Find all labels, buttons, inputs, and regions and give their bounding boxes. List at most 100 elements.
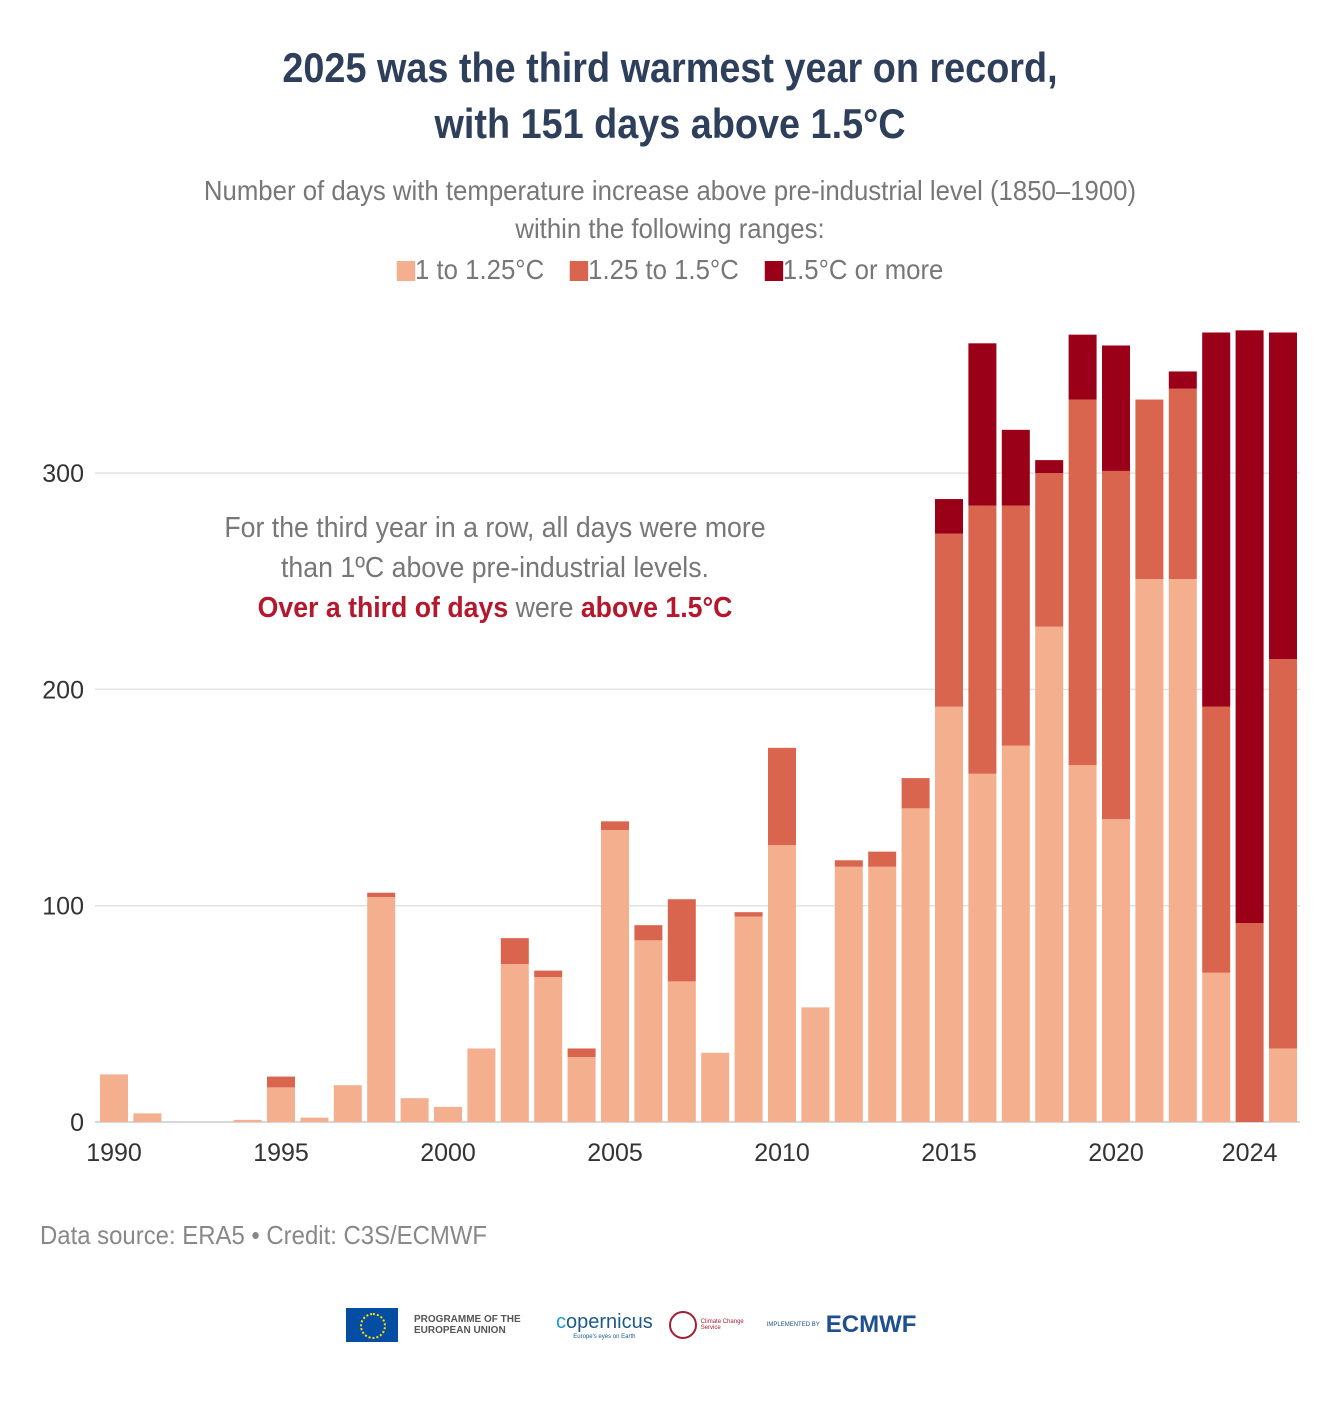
bar-segment — [534, 970, 563, 978]
bar-segment — [1202, 972, 1231, 1122]
bar-segment — [1168, 579, 1197, 1122]
bar-segment — [1068, 334, 1097, 400]
bar-segment — [1068, 399, 1097, 766]
bar-segment — [935, 706, 963, 1122]
bar-segment — [1269, 1048, 1297, 1122]
annotation-text: were — [508, 592, 581, 624]
bar-segment — [1102, 345, 1130, 471]
y-tick-label: 0 — [70, 1109, 84, 1137]
copernicus-tagline: Europe's eyes on Earth — [573, 1333, 636, 1340]
subtitle-line-1: Number of days with temperature increase… — [203, 175, 1137, 206]
bar-segment — [1001, 505, 1030, 746]
bar-segment — [1035, 626, 1064, 1122]
bar-segment — [567, 1048, 596, 1058]
y-tick-label: 100 — [42, 893, 84, 921]
chart-title: 2025 was the third warmest year on recor… — [67, 40, 1273, 152]
bar-segment — [935, 533, 963, 707]
bar-segment — [734, 912, 763, 917]
bar-segment — [1102, 470, 1130, 820]
chart-subtitle: Number of days with temperature increase… — [54, 172, 1287, 248]
bar-segment — [233, 1119, 262, 1122]
bar-segment — [1068, 765, 1097, 1122]
bar-segment — [667, 981, 696, 1122]
legend-swatch — [569, 261, 589, 281]
bar-segment — [1102, 819, 1130, 1122]
bar-segment — [968, 505, 997, 774]
bar-segment — [500, 938, 529, 965]
x-tick-label: 2000 — [420, 1139, 476, 1167]
bar-segment — [1035, 460, 1064, 474]
bar-segment — [667, 899, 696, 982]
bar-segment — [434, 1106, 462, 1122]
bar-segment — [534, 977, 563, 1122]
x-tick-label: 2024 — [1222, 1139, 1278, 1167]
bar-segment — [701, 1052, 730, 1122]
bar-segment — [1001, 429, 1030, 506]
annotation-line-3: Over a third of days were above 1.5°C — [168, 588, 821, 628]
bar-segment — [1035, 473, 1064, 627]
bar-segment — [1202, 332, 1231, 707]
implemented-by-label: IMPLEMENTED BY — [766, 1322, 820, 1328]
legend: 1 to 1.25°C 1.25 to 1.5°C 1.5°C or more — [54, 254, 1287, 286]
title-line-1: 2025 was the third warmest year on recor… — [282, 44, 1058, 91]
bar-segment — [968, 773, 997, 1122]
bar-segment — [1269, 659, 1297, 1049]
bar-segment — [367, 897, 396, 1122]
x-tick-label: 2020 — [1088, 1139, 1144, 1167]
bar-segment — [901, 808, 930, 1122]
bar-segment — [734, 916, 763, 1122]
bar-segment — [1135, 399, 1164, 580]
annotation-highlight: Over a third of days — [257, 592, 509, 624]
legend-label: 1.25 to 1.5°C — [588, 254, 739, 285]
x-tick-label: 2015 — [921, 1139, 977, 1167]
bar-segment — [901, 778, 930, 809]
bar-segment — [400, 1098, 429, 1122]
bar-segment — [133, 1113, 162, 1122]
legend-item: 1.25 to 1.5°C — [569, 254, 739, 285]
bar-segment — [1235, 923, 1264, 1122]
legend-swatch — [764, 261, 783, 281]
eu-flag-logo — [346, 1308, 398, 1342]
legend-label: 1 to 1.25°C — [415, 254, 545, 285]
bar-segment — [567, 1057, 596, 1122]
logo-bar: PROGRAMME OF THE EUROPEAN UNION copernic… — [346, 1300, 1006, 1350]
c3s-logo: Climate Change Service — [668, 1311, 751, 1339]
bar-segment — [768, 845, 796, 1122]
copernicus-logo: copernicus Europe's eyes on Earth — [556, 1310, 653, 1340]
bar-segment — [1269, 332, 1297, 660]
bar-segment — [500, 964, 529, 1122]
bar-segment — [1001, 745, 1030, 1122]
bar-segment — [1135, 579, 1164, 1122]
c3s-label: Climate Change Service — [700, 1319, 744, 1331]
bar-segment — [1235, 330, 1264, 924]
bar-segment — [1168, 371, 1197, 389]
bar-segment — [333, 1085, 362, 1122]
x-tick-label: 2005 — [587, 1139, 643, 1167]
x-tick-label: 1995 — [253, 1139, 309, 1167]
bar-segment — [267, 1087, 295, 1122]
bar-segment — [1168, 388, 1197, 580]
bar-segment — [634, 925, 663, 941]
bar-segment — [968, 343, 997, 506]
bar-segment — [601, 821, 629, 830]
copernicus-wordmark: opernicus — [566, 1310, 653, 1333]
plot-area: 0 100 200 300 1990 1995 2000 2005 2010 2015 2020 20… — [42, 330, 1300, 1167]
bar-segment — [801, 1007, 830, 1122]
annotation: For the third year in a row, all days we… — [168, 508, 821, 628]
bar-segment — [367, 892, 396, 898]
bar-segment — [634, 940, 663, 1122]
bar-segment — [300, 1117, 329, 1122]
bar-segment — [768, 747, 796, 846]
eu-programme-label: PROGRAMME OF THE EUROPEAN UNION — [414, 1314, 521, 1336]
bar-segment — [100, 1074, 128, 1122]
ecmwf-logo: IMPLEMENTED BY ECMWF — [767, 1311, 917, 1339]
bar-segment — [267, 1076, 295, 1088]
annotation-line-2: than 1ºC above pre-industrial levels. — [281, 552, 709, 584]
legend-swatch — [396, 261, 416, 281]
bar-segment — [834, 860, 863, 867]
legend-label: 1.5°C or more — [782, 254, 944, 285]
bar-segment — [1202, 706, 1231, 973]
x-tick-label: 1990 — [86, 1139, 142, 1167]
bar-segment — [834, 866, 863, 1122]
